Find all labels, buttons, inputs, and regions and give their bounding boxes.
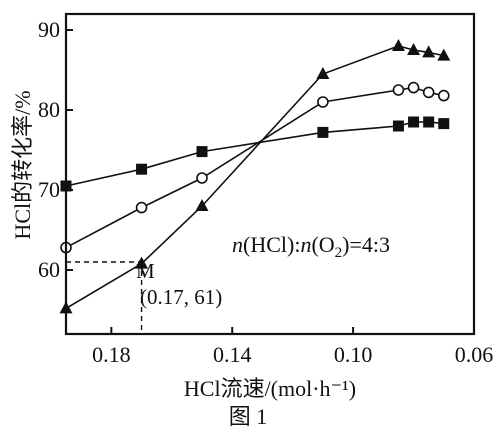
data-point: [196, 146, 208, 158]
data-point: [316, 67, 330, 79]
data-point: [136, 163, 148, 175]
data-point: [422, 86, 435, 99]
guide-lines: [66, 261, 143, 334]
data-point: [317, 126, 329, 138]
data-point: [437, 89, 450, 102]
x-tick-label: 0.14: [213, 342, 252, 367]
data-point: [135, 201, 148, 214]
x-axis-label: HCl流速/(mol·h⁻¹): [184, 376, 356, 401]
x-tick-label: 0.10: [334, 342, 373, 367]
data-point: [423, 116, 435, 128]
data-point: [196, 172, 208, 184]
condition-formula2: (O: [311, 232, 334, 257]
y-tick-label: 60: [38, 257, 60, 282]
data-point: [317, 96, 329, 108]
condition-n2: n: [300, 232, 311, 257]
data-point: [392, 120, 404, 132]
data-point: [408, 116, 420, 128]
condition-subscript: 2: [335, 245, 343, 261]
condition-label: n(HCl):n(O2)=4:3: [232, 232, 390, 261]
data-point: [407, 81, 420, 94]
x-tick-label: 0.18: [92, 342, 131, 367]
series-line-3: [65, 45, 444, 310]
series-line-1: [65, 121, 444, 187]
series-line-2: [65, 86, 444, 249]
condition-n1: n: [232, 232, 243, 257]
x-tick-label: 0.06: [455, 342, 494, 367]
data-point: [438, 118, 450, 130]
data-point: [422, 45, 436, 58]
data-point: [407, 43, 421, 55]
annotation-point-label: M: [136, 259, 155, 283]
y-tick-label: 80: [38, 97, 60, 122]
condition-formula1: (HCl):: [243, 232, 300, 257]
y-tick-label: 90: [38, 17, 60, 42]
data-point: [135, 256, 149, 269]
series-lines: [65, 45, 444, 310]
data-point: [195, 199, 209, 211]
data-point: [392, 84, 405, 96]
plot-frame: [64, 12, 476, 336]
data-point: [391, 39, 405, 51]
figure-caption: 图 1: [229, 404, 268, 429]
tick-layer: 0.18 0.14 0.10 0.06 60 70 80 90: [38, 17, 493, 367]
condition-ratio: )=4:3: [342, 232, 390, 257]
data-point: [437, 48, 451, 61]
y-axis-label: HCl的转化率/%: [10, 90, 35, 239]
series-markers: [59, 39, 451, 314]
annotation-coord-label: (0.17, 61): [140, 285, 222, 309]
y-tick-label: 70: [38, 177, 60, 202]
